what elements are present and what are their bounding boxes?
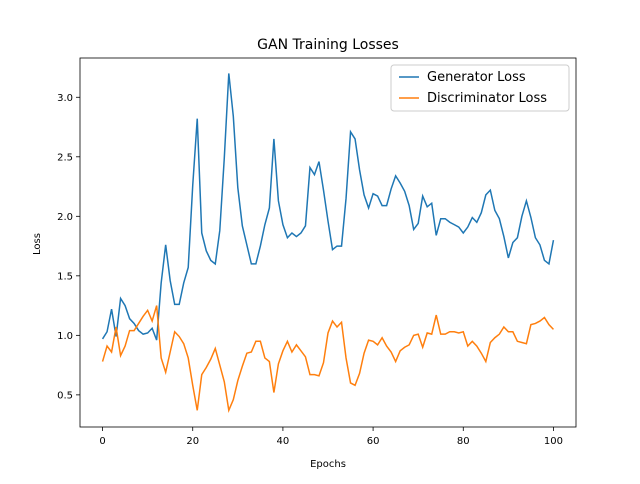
y-tick-label: 1.5 <box>57 271 73 282</box>
y-tick-label: 1.0 <box>57 331 73 342</box>
x-tick-label: 40 <box>277 436 290 447</box>
series-line <box>101 73 555 341</box>
x-tick-label: 0 <box>99 436 105 447</box>
x-tick-label: 60 <box>367 436 380 447</box>
chart-title: GAN Training Losses <box>257 37 399 53</box>
legend-box <box>390 64 570 112</box>
series-line <box>101 305 554 414</box>
y-tick-label: 2.5 <box>57 152 73 163</box>
y-tick-label: 3.0 <box>57 93 73 104</box>
y-axis-label: Loss <box>32 233 43 255</box>
legend-label: Discriminator Loss <box>427 91 547 106</box>
plot-frame <box>79 57 577 428</box>
y-tick-label: 0.5 <box>57 390 73 401</box>
x-tick-label: 20 <box>186 436 199 447</box>
x-tick-label: 100 <box>544 436 563 447</box>
x-tick-label: 80 <box>457 436 470 447</box>
legend-label: Generator Loss <box>427 70 526 85</box>
x-axis-label: Epochs <box>310 459 346 470</box>
y-tick-label: 2.0 <box>57 212 73 223</box>
